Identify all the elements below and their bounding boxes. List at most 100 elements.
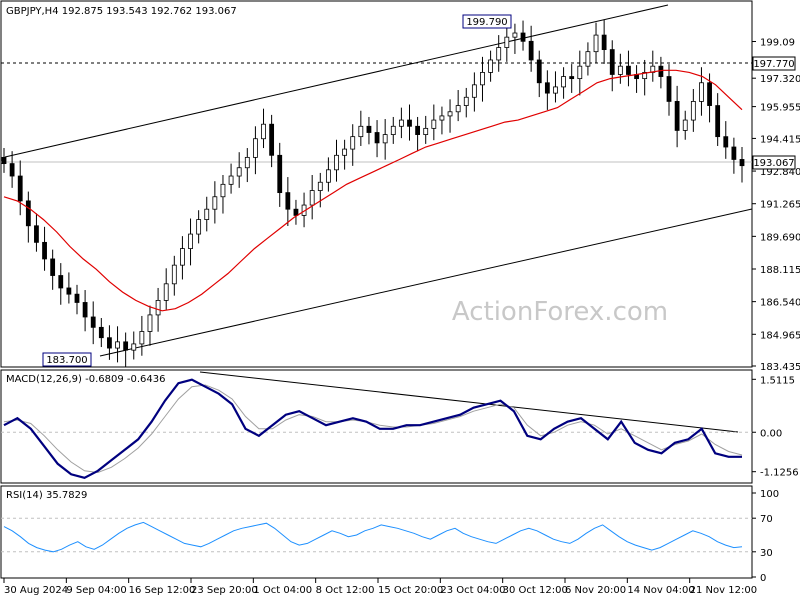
price-axis: 199.09 197.320 195.955 194.415 192.840 191.26… [752, 38, 800, 373]
candle-body [261, 123, 266, 140]
candle-body [1, 156, 7, 164]
rsi-line [3, 521, 743, 553]
candle-body [285, 192, 291, 210]
candle-body [398, 119, 404, 127]
time-tick-label: 23 Sep 20:00 [191, 585, 258, 596]
candle-body [455, 105, 461, 113]
candle-body [447, 111, 453, 117]
candle-body [50, 258, 56, 276]
channel-upper-line [4, 4, 669, 158]
candle-body [366, 125, 372, 133]
rsi-tick-label: 70 [760, 514, 773, 525]
candle-body [431, 119, 437, 129]
candle-body [171, 264, 177, 285]
price-tick-label: 186.540 [760, 298, 800, 309]
candle-body [715, 105, 721, 138]
candle-body [309, 190, 315, 206]
candle-body [585, 51, 591, 67]
candle-body [390, 125, 396, 135]
candle-body [180, 248, 185, 266]
rsi-tick-label: 30 [760, 548, 773, 559]
time-tick-label: 6 Nov 20:00 [565, 585, 626, 596]
current-price-tag: 193.067 [752, 155, 796, 170]
candle-body [66, 287, 72, 295]
price-tick-label: 197.320 [760, 74, 800, 85]
candle-body [626, 65, 631, 75]
time-tick-label: 23 Oct 04:00 [440, 585, 505, 596]
candle-body [642, 71, 648, 80]
candle-body [536, 59, 542, 84]
candle-body [617, 65, 623, 75]
candle-body [342, 148, 348, 156]
macd-tick-label: 0.00 [760, 428, 782, 439]
candle-body [593, 34, 599, 53]
candle-body [277, 154, 283, 194]
rsi-axis: 100 70 30 0 [752, 489, 779, 584]
candle-body [407, 119, 412, 127]
candle-body [212, 196, 218, 210]
candle-body [471, 84, 477, 98]
rsi-tick-label: 0 [760, 573, 766, 584]
watermark-text: ActionForex.com [452, 297, 668, 327]
candle-body [98, 326, 104, 339]
level-price-tag: 197.770 [752, 56, 796, 71]
candle-body [317, 181, 323, 191]
candle-body [382, 134, 388, 144]
svg-text:199.790: 199.790 [466, 17, 507, 28]
candle-body [204, 208, 210, 220]
channel-lower-line [99, 208, 753, 357]
candle-body [739, 159, 745, 167]
candle-body [293, 208, 299, 216]
price-tick-label: 183.435 [760, 362, 800, 373]
high-annotation: 199.790 [462, 14, 512, 29]
candle-body [228, 175, 234, 185]
candle-body [682, 119, 688, 131]
candle-body [17, 175, 23, 202]
candle-body [220, 183, 226, 198]
candle-body [577, 65, 583, 80]
time-tick-label: 30 Aug 2024 [4, 585, 68, 596]
candle-body [415, 125, 421, 135]
candle-body [123, 341, 129, 351]
rsi-panel-frame [0, 485, 753, 579]
candle-body [58, 275, 64, 289]
macd-panel-frame [0, 369, 753, 484]
price-tick-label: 189.690 [760, 232, 800, 243]
macd-main-line [3, 378, 742, 479]
candle-body [74, 293, 80, 303]
candle-body [115, 341, 120, 349]
candle-body [139, 331, 145, 345]
price-panel-frame [0, 0, 753, 368]
candle-body [236, 167, 242, 177]
candle-body [520, 32, 526, 42]
candle-body [609, 49, 615, 75]
candle-body [253, 138, 258, 158]
rsi-levels [1, 517, 752, 553]
macd-tick-label: -1.1256 [760, 468, 799, 479]
price-tick-label: 195.955 [760, 103, 800, 114]
rsi-label: RSI(14) 35.7829 [6, 490, 87, 501]
rsi-tick-label: 100 [760, 489, 779, 500]
moving-average-line [3, 69, 743, 312]
candle-body [163, 283, 169, 301]
candle-body [82, 302, 88, 318]
candle-body [196, 219, 202, 235]
candle-body [107, 337, 112, 349]
svg-text:193.067: 193.067 [753, 158, 794, 169]
svg-text:197.770: 197.770 [753, 59, 794, 70]
candle-body [731, 146, 737, 160]
candle-body [553, 86, 558, 94]
price-tick-label: 199.09 [760, 38, 795, 49]
time-tick-label: 15 Oct 20:00 [378, 585, 443, 596]
candle-body [544, 82, 550, 94]
candle-body [147, 314, 153, 332]
candle-body [561, 76, 566, 88]
candle-body [188, 233, 193, 249]
candle-body [325, 169, 331, 183]
candle-body [488, 59, 493, 73]
time-tick-label: 9 Sep 04:00 [66, 585, 126, 596]
candle-body [374, 132, 380, 144]
